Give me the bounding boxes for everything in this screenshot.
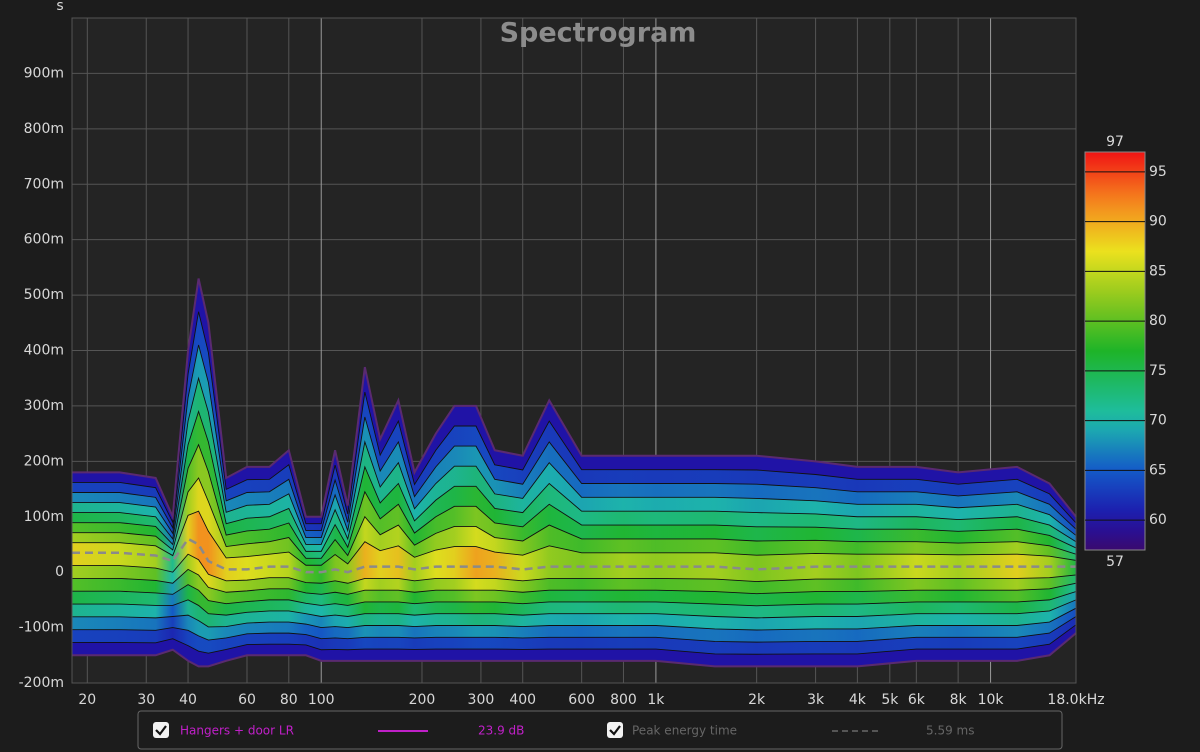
checkbox[interactable]	[607, 722, 623, 738]
colorbar-tick-label: 60	[1149, 512, 1167, 528]
x-tick-label: 300	[468, 692, 495, 708]
y-axis-label: s	[56, 0, 63, 14]
colorbar-tick-label: 90	[1149, 214, 1167, 230]
colorbar-tick-label: 65	[1149, 462, 1167, 478]
colorbar-tick-label: 80	[1149, 313, 1167, 329]
x-tick-label: 80	[280, 692, 298, 708]
legend-label: Peak energy time	[632, 724, 737, 738]
checkbox-box[interactable]	[153, 722, 169, 738]
chart-title: Spectrogram	[500, 18, 697, 49]
y-tick-label: 300m	[24, 398, 64, 414]
x-tick-label: 100	[308, 692, 335, 708]
x-tick-label: 1k	[647, 692, 665, 708]
y-tick-label: 100m	[24, 509, 64, 525]
colorbar-tick-label: 95	[1149, 164, 1167, 180]
x-tick-label: 400	[509, 692, 536, 708]
colorbar-tick-label: 85	[1149, 263, 1167, 279]
x-tick-label: 4k	[849, 692, 867, 708]
x-tick-label: 6k	[908, 692, 926, 708]
x-tick-label: 800	[610, 692, 637, 708]
colorbar-min-label: 57	[1106, 554, 1124, 570]
x-tick-label: 10k	[978, 692, 1005, 708]
y-tick-label: 400m	[24, 343, 64, 359]
decay-bottom-edge	[72, 632, 1077, 668]
x-tick-label: 8k	[950, 692, 968, 708]
legend-value: 23.9 dB	[478, 724, 524, 738]
x-tick-label: 2k	[748, 692, 766, 708]
x-tick-label: 60	[238, 692, 256, 708]
x-tick-label: 18.0kHz	[1047, 692, 1104, 708]
decay-top-edge	[72, 278, 1077, 521]
x-tick-label: 40	[179, 692, 197, 708]
x-tick-label: 3k	[807, 692, 825, 708]
x-tick-label: 20	[78, 692, 96, 708]
legend-box	[137, 710, 1063, 750]
plot-frame	[71, 17, 1077, 684]
y-tick-label: 800m	[24, 121, 64, 137]
x-tick-label: 600	[568, 692, 595, 708]
x-tick-label: 5k	[881, 692, 899, 708]
y-tick-label: 700m	[24, 176, 64, 192]
checkbox-box[interactable]	[607, 722, 623, 738]
y-tick-label: 0	[55, 564, 64, 580]
colorbar	[1084, 151, 1146, 551]
colorbar-max-label: 97	[1106, 134, 1124, 150]
legend-label: Hangers + door LR	[180, 724, 294, 738]
check	[155, 725, 167, 736]
y-tick-label: 900m	[24, 65, 64, 81]
check	[609, 725, 621, 736]
peak-energy-line	[72, 537, 1076, 574]
y-tick-label: 500m	[24, 287, 64, 303]
checkbox[interactable]	[153, 722, 169, 738]
colorbar-tick-label: 75	[1149, 363, 1167, 379]
colorbar-tick-label: 70	[1149, 413, 1167, 429]
y-tick-label: -200m	[19, 675, 64, 691]
legend-value: 5.59 ms	[926, 724, 974, 738]
y-tick-label: 200m	[24, 453, 64, 469]
x-tick-label: 200	[409, 692, 436, 708]
y-tick-label: -100m	[19, 620, 64, 636]
x-tick-label: 30	[137, 692, 155, 708]
y-tick-label: 600m	[24, 232, 64, 248]
